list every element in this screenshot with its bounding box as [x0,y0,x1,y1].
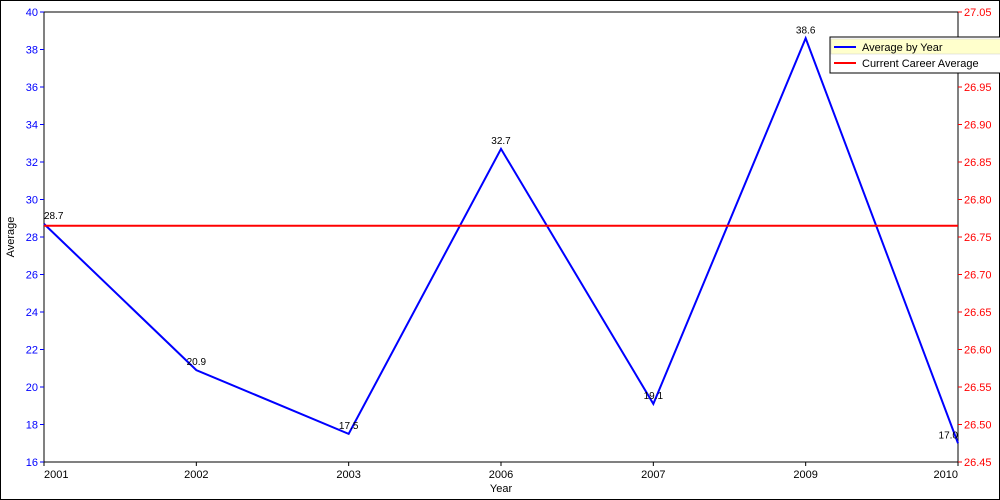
y-right-tick-label: 26.60 [964,345,992,357]
y-right-tick-label: 26.75 [964,232,992,244]
y-right-tick-label: 26.90 [964,120,992,132]
y-left-tick-label: 36 [26,82,38,94]
y-left-tick-label: 18 [26,420,38,432]
legend-label: Current Career Average [862,58,979,70]
data-label: 19.1 [644,391,664,402]
x-tick-label: 2001 [44,469,68,481]
y-left-tick-label: 20 [26,382,38,394]
data-label: 32.7 [491,136,511,147]
data-label: 17.0 [939,430,959,441]
y-left-tick-label: 32 [26,157,38,169]
y-right-tick-label: 27.05 [964,7,992,19]
y-right-tick-label: 26.45 [964,457,992,469]
y-right-tick-label: 26.50 [964,420,992,432]
x-tick-label: 2006 [489,469,513,481]
data-label: 17.5 [339,421,359,432]
data-label: 38.6 [796,25,816,36]
x-tick-label: 2003 [336,469,360,481]
x-tick-label: 2002 [184,469,208,481]
y-left-tick-label: 38 [26,45,38,57]
y-right-tick-label: 26.85 [964,157,992,169]
x-tick-label: 2010 [934,469,958,481]
x-axis-label: Year [490,483,513,495]
legend-label: Average by Year [862,42,943,54]
outer-border [1,1,1000,500]
legend: Average by Year Current Career Average [830,37,1000,73]
y-left-tick-label: 28 [26,232,38,244]
y-axis-label: Average [5,217,17,258]
x-tick-label: 2009 [793,469,817,481]
y-right-tick-label: 26.55 [964,382,992,394]
data-label: 20.9 [187,357,207,368]
y-left-tick-label: 30 [26,195,38,207]
data-label: 28.7 [44,211,64,222]
y-right-tick-label: 26.70 [964,270,992,282]
y-left-tick-label: 26 [26,270,38,282]
y-left-tick-label: 40 [26,7,38,19]
y-right-tick-label: 26.80 [964,195,992,207]
average-chart: 16 18 20 22 24 26 28 30 32 34 36 38 40 26.45 26.50 26.5… [0,0,1000,500]
y-left-tick-label: 22 [26,345,38,357]
y-left-tick-label: 24 [26,307,38,319]
y-right-tick-label: 26.95 [964,82,992,94]
x-tick-label: 2007 [641,469,665,481]
y-left-tick-label: 16 [26,457,38,469]
y-left-tick-label: 34 [26,120,38,132]
y-right-tick-label: 26.65 [964,307,992,319]
